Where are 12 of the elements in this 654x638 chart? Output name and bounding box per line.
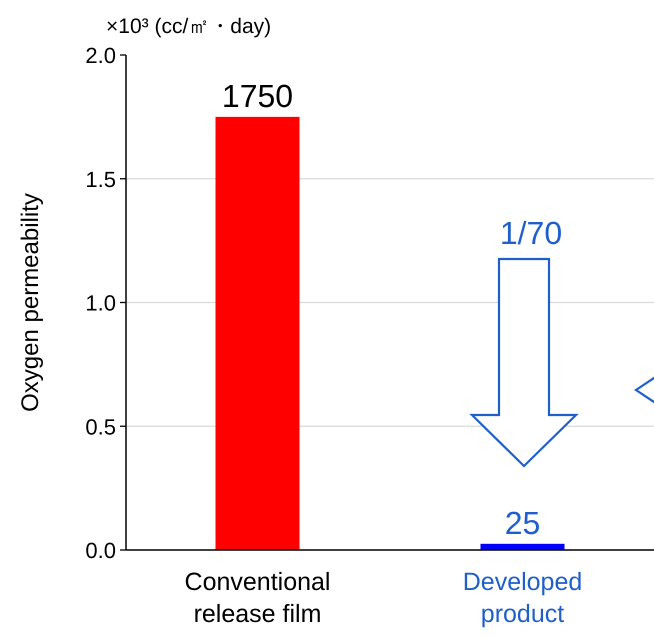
y-tick-label: 1.0 bbox=[85, 290, 116, 316]
y-tick-label: 1.5 bbox=[85, 166, 116, 192]
y-tick-label: 0.5 bbox=[85, 414, 116, 440]
annotation: 1750 bbox=[222, 78, 294, 114]
y-tick-label: 0.0 bbox=[85, 538, 116, 563]
annotation: 25 bbox=[504, 504, 540, 541]
x-tick-label: Conventional release film bbox=[184, 568, 330, 628]
y-tick-label: 2.0 bbox=[85, 43, 116, 68]
annotation: 1/70 bbox=[500, 215, 562, 251]
y-axis-title: Oxygen permeability bbox=[17, 193, 44, 412]
x-tick-label: Developed product bbox=[462, 568, 582, 628]
text: ×10³ (cc/㎡・day) bbox=[106, 15, 272, 38]
